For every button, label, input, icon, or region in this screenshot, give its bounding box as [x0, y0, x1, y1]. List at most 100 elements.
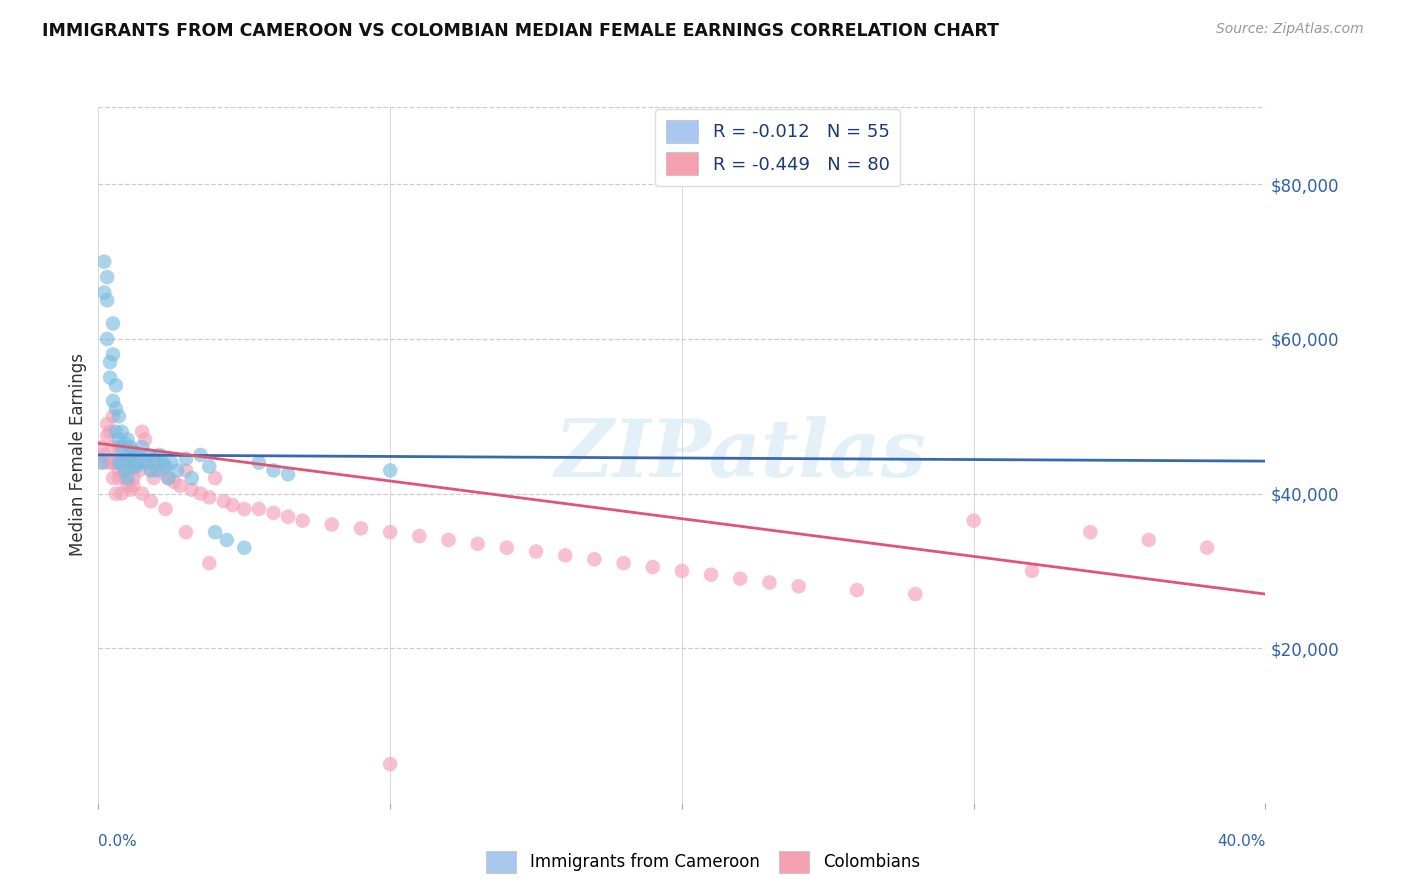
- Point: [155, 502, 177, 516]
- Point: [758, 575, 780, 590]
- Point: [215, 533, 238, 547]
- Point: [117, 433, 139, 447]
- Point: [96, 417, 118, 431]
- Point: [204, 471, 226, 485]
- Point: [111, 440, 134, 454]
- Point: [104, 425, 127, 439]
- Point: [136, 448, 159, 462]
- Point: [111, 425, 134, 439]
- Point: [101, 347, 124, 361]
- Point: [163, 475, 186, 489]
- Point: [146, 463, 169, 477]
- Point: [378, 757, 402, 772]
- Point: [198, 459, 221, 474]
- Point: [845, 583, 868, 598]
- Point: [134, 433, 156, 447]
- Point: [142, 451, 165, 466]
- Point: [96, 428, 118, 442]
- Point: [198, 556, 221, 570]
- Point: [190, 486, 212, 500]
- Point: [554, 549, 576, 563]
- Point: [108, 409, 131, 424]
- Point: [98, 425, 121, 439]
- Point: [131, 425, 153, 439]
- Point: [111, 456, 134, 470]
- Point: [142, 471, 165, 485]
- Point: [204, 525, 226, 540]
- Point: [247, 456, 270, 470]
- Point: [108, 456, 131, 470]
- Point: [90, 456, 112, 470]
- Point: [139, 494, 162, 508]
- Point: [149, 448, 172, 462]
- Point: [437, 533, 460, 547]
- Point: [212, 494, 235, 508]
- Point: [378, 525, 402, 540]
- Point: [131, 440, 153, 454]
- Point: [101, 471, 124, 485]
- Point: [120, 483, 142, 497]
- Point: [155, 459, 177, 474]
- Point: [139, 463, 162, 477]
- Point: [495, 541, 517, 555]
- Point: [157, 471, 180, 485]
- Text: ZIPatlas: ZIPatlas: [554, 417, 927, 493]
- Point: [139, 463, 162, 477]
- Point: [262, 463, 284, 477]
- Point: [122, 479, 145, 493]
- Point: [120, 451, 142, 466]
- Point: [146, 456, 169, 470]
- Point: [221, 498, 243, 512]
- Point: [122, 459, 145, 474]
- Point: [198, 491, 221, 505]
- Point: [174, 463, 197, 477]
- Point: [98, 456, 121, 470]
- Point: [101, 393, 124, 408]
- Point: [152, 463, 174, 477]
- Text: 0.0%: 0.0%: [98, 834, 138, 849]
- Point: [114, 471, 136, 485]
- Point: [583, 552, 606, 566]
- Point: [641, 560, 664, 574]
- Point: [180, 483, 202, 497]
- Point: [247, 502, 270, 516]
- Point: [136, 456, 159, 470]
- Point: [291, 514, 314, 528]
- Point: [96, 293, 118, 308]
- Point: [125, 456, 148, 470]
- Point: [120, 459, 142, 474]
- Point: [180, 471, 202, 485]
- Point: [117, 456, 139, 470]
- Point: [152, 456, 174, 470]
- Point: [122, 471, 145, 485]
- Point: [108, 440, 131, 454]
- Point: [612, 556, 634, 570]
- Point: [114, 436, 136, 450]
- Point: [174, 525, 197, 540]
- Point: [262, 506, 284, 520]
- Point: [111, 456, 134, 470]
- Point: [93, 448, 115, 462]
- Text: 40.0%: 40.0%: [1218, 834, 1265, 849]
- Point: [122, 444, 145, 458]
- Point: [98, 355, 121, 369]
- Point: [169, 479, 191, 493]
- Point: [104, 378, 127, 392]
- Point: [700, 567, 723, 582]
- Point: [117, 471, 139, 485]
- Text: Source: ZipAtlas.com: Source: ZipAtlas.com: [1216, 22, 1364, 37]
- Point: [190, 448, 212, 462]
- Legend: Immigrants from Cameroon, Colombians: Immigrants from Cameroon, Colombians: [479, 845, 927, 880]
- Point: [728, 572, 751, 586]
- Point: [104, 456, 127, 470]
- Point: [114, 463, 136, 477]
- Point: [108, 463, 131, 477]
- Point: [277, 509, 299, 524]
- Point: [233, 502, 256, 516]
- Point: [120, 440, 142, 454]
- Point: [1137, 533, 1160, 547]
- Point: [524, 544, 547, 558]
- Point: [96, 270, 118, 285]
- Point: [378, 463, 402, 477]
- Point: [108, 433, 131, 447]
